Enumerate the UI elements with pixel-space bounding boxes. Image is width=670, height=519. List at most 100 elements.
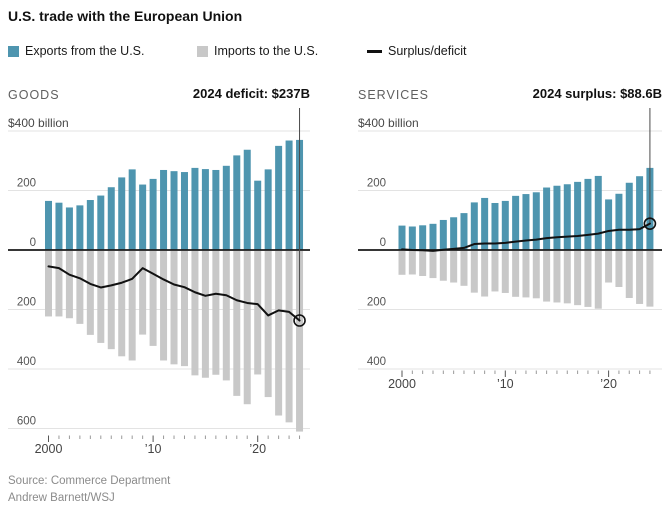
import-bar — [574, 251, 582, 306]
services-panel-label: SERVICES — [358, 88, 429, 102]
import-bar — [636, 251, 644, 304]
balance-line — [47, 265, 301, 322]
export-bar — [605, 199, 613, 250]
import-bar — [296, 251, 304, 432]
legend: Exports from the U.S. Imports to the U.S… — [0, 44, 670, 64]
import-bar — [522, 251, 530, 298]
import-bar — [419, 251, 427, 276]
import-bar — [149, 251, 157, 346]
x-tick-label: ’20 — [600, 377, 617, 391]
import-bar — [563, 251, 571, 304]
credit-text: Andrew Barnett/WSJ — [8, 492, 115, 504]
legend-label-exports: Exports from the U.S. — [25, 44, 145, 58]
import-bar — [76, 251, 84, 324]
x-tick-label: 2000 — [35, 442, 63, 456]
x-tick-label: ’20 — [249, 442, 266, 456]
y-tick-label: 400 — [17, 356, 36, 368]
import-bar — [264, 251, 272, 398]
import-bar — [254, 251, 262, 375]
import-bar — [97, 251, 105, 343]
y-tick-label: 400 — [367, 356, 386, 368]
exports-swatch-icon — [8, 45, 19, 57]
export-bar — [149, 178, 157, 250]
y-tick-label: 200 — [17, 178, 36, 190]
export-bar — [481, 197, 489, 250]
export-bar — [76, 205, 84, 250]
export-bar — [501, 200, 509, 250]
export-bar — [470, 202, 478, 250]
chart-title: U.S. trade with the European Union — [8, 8, 243, 24]
import-bar — [201, 251, 209, 378]
legend-label-balance: Surplus/deficit — [388, 44, 467, 58]
export-bar — [201, 169, 209, 250]
export-bar — [180, 172, 188, 250]
import-bar — [429, 251, 437, 279]
import-bar — [55, 251, 63, 317]
import-bar — [450, 251, 458, 283]
balance-endpoint — [293, 314, 306, 327]
import-bar — [243, 251, 251, 405]
y-tick-label: 200 — [367, 297, 386, 309]
export-bar — [254, 180, 262, 250]
x-tick-label: ’10 — [145, 442, 162, 456]
legend-item-balance: Surplus/deficit — [367, 44, 467, 58]
export-bar — [615, 193, 623, 250]
import-bar — [646, 251, 654, 307]
legend-label-imports: Imports to the U.S. — [214, 44, 319, 58]
import-bar — [222, 251, 230, 381]
import-bar — [65, 251, 73, 319]
export-bar — [398, 225, 406, 250]
import-bar — [212, 251, 220, 375]
goods-panel-label: GOODS — [8, 88, 60, 102]
import-bar — [584, 251, 592, 307]
import-bar — [180, 251, 188, 367]
import-bar — [275, 251, 283, 416]
import-bar — [512, 251, 520, 297]
import-bar — [118, 251, 126, 357]
export-bar — [563, 184, 571, 250]
export-bar — [97, 195, 105, 250]
import-bar — [615, 251, 623, 287]
import-bar — [160, 251, 168, 361]
y-tick-label: 200 — [367, 178, 386, 190]
import-bar — [408, 251, 416, 275]
export-bar — [55, 202, 63, 250]
export-bar — [285, 140, 293, 250]
export-bar — [553, 185, 561, 250]
import-bar — [45, 251, 52, 317]
import-bar — [491, 251, 499, 292]
export-bar — [243, 149, 251, 250]
export-bar — [191, 167, 199, 250]
export-bar — [128, 169, 136, 250]
export-bar — [86, 200, 94, 250]
import-bar — [553, 251, 561, 303]
import-bar — [139, 251, 147, 335]
goods-annotation: 2024 deficit: $237B — [192, 86, 310, 101]
line-swatch-icon — [367, 49, 382, 53]
export-bar — [160, 169, 168, 250]
import-bar — [532, 251, 540, 299]
import-bar — [233, 251, 241, 396]
export-bar — [450, 217, 458, 250]
export-bar — [233, 155, 241, 250]
y-tick-label: 0 — [30, 237, 36, 249]
import-bar — [170, 251, 178, 365]
export-bar — [275, 145, 283, 250]
import-bar — [605, 251, 613, 283]
import-bar — [398, 251, 406, 275]
import-bar — [191, 251, 199, 376]
export-bar — [460, 213, 468, 250]
import-bar — [470, 251, 478, 293]
import-bar — [501, 251, 509, 293]
export-bar — [45, 200, 52, 250]
export-bar — [584, 178, 592, 250]
export-bar — [439, 219, 447, 250]
x-tick-label: ’10 — [497, 377, 514, 391]
export-bar — [118, 177, 126, 250]
export-bar — [264, 169, 272, 250]
balance-line — [401, 222, 651, 252]
legend-item-exports: Exports from the U.S. — [8, 44, 144, 58]
